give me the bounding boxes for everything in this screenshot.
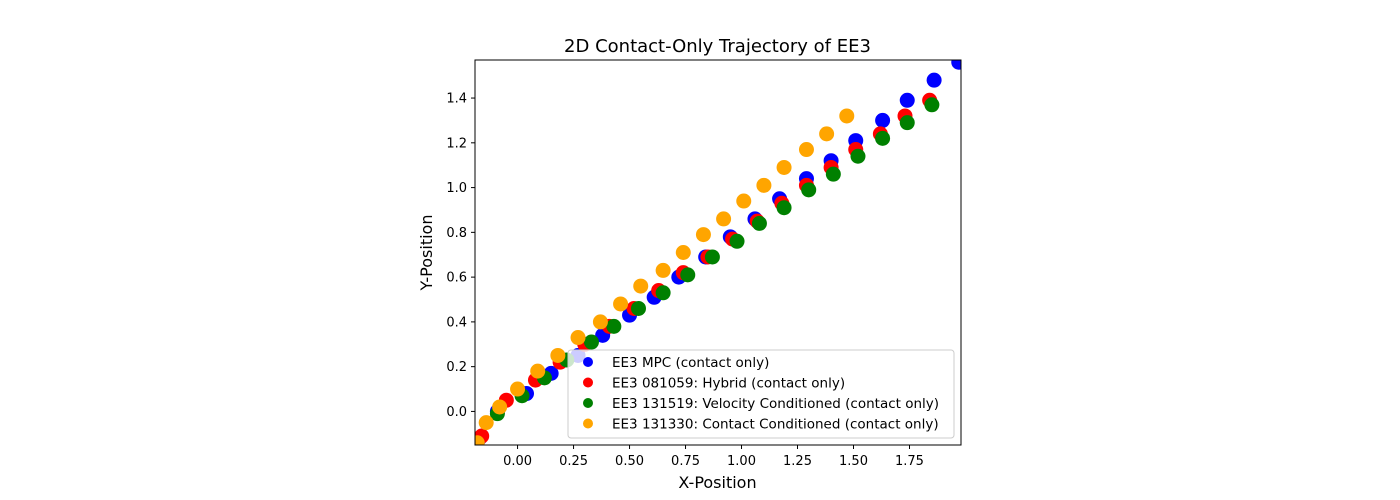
y-axis-ticks: 0.0 0.2 0.4 0.6 0.8 1.0 1.2 1.4 [446,92,475,420]
data-point [475,435,485,445]
data-point [630,300,646,316]
data-point [776,159,792,175]
x-tick-label: 1.00 [727,454,756,469]
data-point [819,126,835,142]
data-points [475,60,961,445]
x-tick-label: 1.75 [895,454,924,469]
plot-area [475,60,961,445]
data-point [751,215,767,231]
legend-marker [583,377,593,388]
y-tick-label: 0.4 [446,315,467,330]
data-point [924,97,940,113]
data-point [583,334,599,350]
x-tick-label: 0.50 [615,454,644,469]
data-point [704,249,720,265]
legend-marker [583,357,593,367]
data-point [801,182,817,198]
data-point [655,262,671,278]
y-tick-label: 1.2 [446,136,467,151]
data-point [926,72,942,88]
data-point [675,245,691,260]
data-point [736,193,752,209]
data-point [899,115,915,131]
x-tick-label: 1.25 [783,454,812,469]
data-point [606,318,622,334]
legend-label: EE3 MPC (contact only) [612,355,769,371]
data-point [850,148,866,164]
chart-title: 2D Contact-Only Trajectory of EE3 [564,36,871,57]
data-point [633,278,649,294]
data-point [825,166,841,182]
legend-frame [567,349,955,439]
data-point [570,330,586,346]
data-point [550,347,566,363]
data-point [492,399,508,415]
y-tick-label: 0.8 [446,226,467,241]
data-point [729,233,745,249]
y-tick-label: 0.6 [446,271,467,286]
x-tick-label: 0.00 [503,454,532,469]
x-axis-title: X-Position [678,473,756,492]
data-point [530,363,546,379]
plot-frame [474,59,962,446]
data-point [695,227,711,243]
data-point [680,267,696,283]
data-point [899,92,915,108]
legend-marker [583,398,593,408]
legend-marker [583,418,593,429]
data-point [875,130,891,146]
data-point [478,415,494,431]
data-point [592,314,608,330]
y-tick-label: 0.0 [446,405,467,420]
y-tick-label: 1.0 [446,181,467,196]
legend-label: EE3 131330: Contact Conditioned (contact… [612,417,939,433]
series-3-points [489,97,940,422]
data-point [776,200,792,216]
data-point [756,177,772,193]
data-point [839,108,855,124]
data-point [655,285,671,301]
data-point [875,112,891,128]
y-tick-label: 1.4 [446,92,467,107]
data-point [716,211,732,227]
legend-label: EE3 081059: Hybrid (contact only) [612,376,845,392]
data-point [798,142,814,158]
series-4-points [475,108,855,445]
x-tick-label: 0.75 [671,454,700,469]
y-tick-label: 0.2 [446,360,467,375]
data-point [510,381,526,397]
legend: EE3 MPC (contact only) EE3 081059: Hybrid… [567,349,955,439]
x-tick-label: 0.25 [559,454,588,469]
data-point [951,60,961,70]
legend-label: EE3 131519: Velocity Conditioned (contac… [612,396,939,412]
data-point [613,296,629,312]
y-axis-title: Y-Position [417,215,436,292]
x-axis-ticks: 0.00 0.25 0.50 0.75 1.00 1.25 1.50 1.75 [503,445,924,469]
x-tick-label: 1.50 [839,454,868,469]
